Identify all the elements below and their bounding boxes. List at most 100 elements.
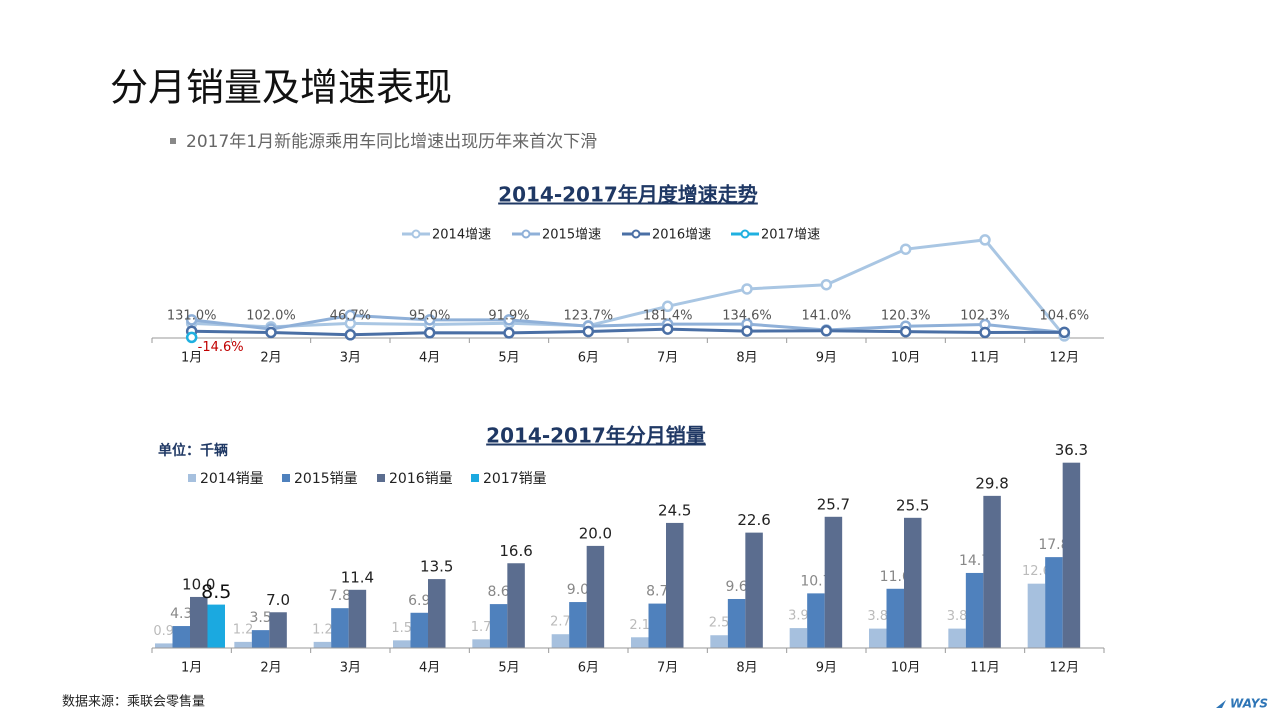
bar (251, 630, 270, 648)
unit-label: 单位：千辆 (158, 442, 228, 459)
bar (472, 639, 490, 648)
x-tick-label: 6月 (578, 351, 599, 366)
bullet (170, 138, 176, 144)
legend-marker (411, 229, 421, 239)
bar (586, 545, 605, 648)
bar (428, 579, 446, 648)
bar (886, 588, 904, 648)
bar (234, 641, 252, 648)
x-tick-label: 8月 (736, 661, 757, 676)
legend-marker (631, 229, 641, 239)
x-tick-label: 11月 (970, 661, 1000, 676)
bar (551, 634, 570, 648)
data-label: 20.0 (579, 524, 612, 542)
x-tick-label: 6月 (578, 661, 599, 676)
series-line (191, 327, 1065, 337)
bar (313, 641, 332, 648)
bar (393, 640, 411, 648)
logo-icon (1216, 700, 1226, 708)
bar (331, 608, 349, 648)
legend-label: 2014销量 (200, 471, 264, 487)
data-label: 2.7 (550, 615, 571, 630)
x-tick-label: 4月 (419, 351, 440, 366)
data-label: 91.9% (488, 309, 529, 324)
series-line (191, 238, 1066, 337)
data-label: 8.7 (646, 584, 668, 600)
data-label: 104.6% (1040, 309, 1090, 324)
data-label: 1.7 (471, 620, 492, 635)
chart-title: 2014-2017年月度增速走势 (498, 183, 758, 207)
x-tick-label: 12月 (1050, 351, 1080, 366)
bar (1062, 462, 1081, 648)
data-label: 22.6 (737, 511, 770, 529)
point (503, 314, 515, 326)
data-label: 181.4% (643, 309, 693, 324)
x-tick-label: 10月 (891, 351, 921, 366)
point (185, 331, 198, 344)
point (423, 327, 436, 339)
bar (807, 593, 825, 648)
bar (410, 612, 428, 648)
bar (190, 596, 208, 648)
data-label: 0.9 (153, 624, 174, 639)
logo: WAYS (1230, 697, 1268, 711)
point (185, 314, 198, 326)
point (661, 323, 674, 335)
bar (710, 635, 728, 648)
data-label: 1.5 (391, 621, 412, 636)
data-label: 9.0 (567, 582, 589, 598)
data-label: 102.3% (960, 309, 1010, 324)
data-label: 14.7 (959, 553, 990, 569)
legend-label: 2017销量 (483, 471, 547, 487)
data-label: 3.8 (867, 609, 888, 624)
bar (348, 589, 367, 648)
bar (869, 628, 887, 648)
bar (666, 522, 684, 648)
data-label: 123.7% (564, 309, 614, 324)
data-label: 16.6 (499, 542, 532, 560)
bar (983, 495, 1001, 648)
bar (824, 516, 843, 648)
data-label: 12.6 (1022, 564, 1051, 579)
x-tick-label: 4月 (419, 661, 440, 676)
data-label: 4.3 (170, 606, 192, 622)
data-label: 2.5 (709, 616, 730, 631)
point (820, 325, 833, 337)
bar (569, 602, 587, 648)
data-label: 10.0 (182, 575, 215, 593)
bar (172, 626, 190, 648)
data-label: 8.5 (201, 581, 231, 603)
legend-label: 2016增速 (652, 228, 711, 243)
bar (965, 572, 984, 648)
point (1058, 326, 1071, 339)
x-tick-label: 9月 (816, 661, 837, 676)
point (503, 327, 515, 339)
bar (648, 603, 666, 648)
data-label: 7.0 (266, 591, 290, 609)
data-label: 24.5 (658, 501, 691, 519)
point (820, 278, 833, 291)
data-label: 120.3% (881, 309, 931, 324)
bar (631, 637, 649, 648)
data-label: 3.8 (947, 609, 968, 624)
x-tick-label: 12月 (1050, 661, 1080, 676)
x-tick-label: 8月 (736, 351, 757, 366)
data-label: 11.4 (341, 568, 374, 586)
x-tick-label: 1月 (181, 661, 202, 676)
data-label: 2.1 (629, 618, 650, 633)
data-label: 36.3 (1055, 441, 1088, 459)
x-tick-label: 5月 (498, 351, 519, 366)
data-label: 95.0% (409, 309, 450, 324)
point (661, 300, 674, 313)
data-label: 1.2 (312, 622, 333, 637)
x-tick-label: 9月 (816, 351, 837, 366)
data-label: 8.6 (487, 584, 509, 600)
x-tick-label: 11月 (970, 351, 1000, 366)
data-label: 17.8 (1038, 537, 1069, 553)
legend-label: 2015销量 (294, 471, 358, 487)
legend-label: 2016销量 (389, 471, 453, 487)
bar (489, 604, 508, 648)
bar (789, 628, 808, 648)
data-label: 46.7% (330, 309, 371, 324)
data-label: 11.6 (880, 569, 911, 585)
